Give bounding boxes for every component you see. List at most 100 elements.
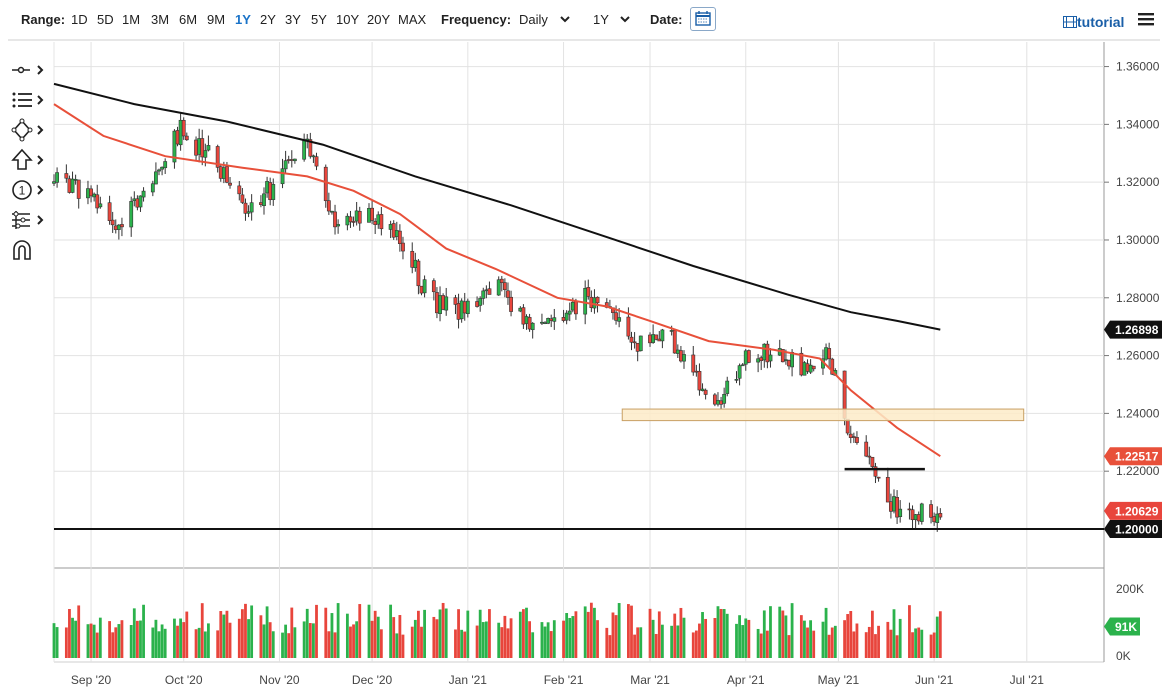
range-5y-button[interactable]: 5Y xyxy=(311,12,327,27)
candle-body xyxy=(373,221,378,225)
volume-bar xyxy=(719,608,723,658)
volume-bar xyxy=(812,630,816,658)
frequency-select[interactable]: Daily xyxy=(519,12,548,27)
range-max-button[interactable]: MAX xyxy=(398,12,427,27)
candle-body xyxy=(811,365,816,370)
volume-bar xyxy=(216,630,220,658)
volume-bar xyxy=(173,618,176,658)
candle-body xyxy=(197,138,202,155)
range-3y-button[interactable]: 3Y xyxy=(285,12,301,27)
candle-body xyxy=(86,188,90,199)
candle-body xyxy=(422,279,427,294)
price-tick-label: 1.24000 xyxy=(1116,406,1160,420)
candle-body xyxy=(935,513,940,523)
tutorial-link[interactable]: tutorial xyxy=(1063,14,1124,30)
volume-bar xyxy=(568,617,572,658)
candle-body xyxy=(824,347,828,360)
range-10y-button[interactable]: 10Y xyxy=(336,12,360,27)
candle-body xyxy=(506,290,510,298)
candle-body xyxy=(141,190,146,198)
candle-body xyxy=(348,216,353,223)
range-2y-button[interactable]: 2Y xyxy=(260,12,276,27)
candle-body xyxy=(799,352,804,376)
candle-body xyxy=(549,318,554,321)
price-badge xyxy=(1104,320,1162,339)
candle-body xyxy=(218,166,223,179)
volume-bar xyxy=(435,619,439,658)
volume-bar xyxy=(920,629,924,658)
compare-tool-icon[interactable] xyxy=(10,208,46,232)
candle-body xyxy=(120,224,124,228)
volume-bar xyxy=(389,604,393,658)
event-marker-tool-icon[interactable]: 1 xyxy=(10,178,46,202)
candle-body xyxy=(215,146,220,168)
candle-body xyxy=(181,119,186,137)
volume-bar xyxy=(679,607,683,658)
candle-body xyxy=(864,441,869,457)
volume-bar xyxy=(108,621,111,658)
support-zone-rectangle[interactable] xyxy=(621,408,1025,422)
chevron-down-icon[interactable] xyxy=(619,14,631,24)
volume-bar xyxy=(142,604,145,658)
candle-body xyxy=(885,477,890,503)
volume-bar xyxy=(194,629,198,658)
crosshair-tool-icon[interactable] xyxy=(10,58,46,82)
volume-bar xyxy=(250,605,254,658)
volume-bar xyxy=(639,627,643,658)
range-5d-button[interactable]: 5D xyxy=(97,12,114,27)
period-select[interactable]: 1Y xyxy=(593,12,609,27)
magnet-tool-icon[interactable] xyxy=(10,238,46,262)
candle-body xyxy=(367,208,371,223)
candle-body xyxy=(929,504,933,518)
price-badges: 1.26898 1.22517 1.20629 1.20000 91K xyxy=(1104,320,1162,636)
volume-bar xyxy=(86,624,90,658)
hamburger-menu-icon[interactable] xyxy=(1138,12,1154,26)
candle-body xyxy=(496,279,501,296)
date-tick-label: Feb '21 xyxy=(544,673,584,687)
range-6m-button[interactable]: 6M xyxy=(179,12,198,27)
candle-body xyxy=(759,357,764,361)
volume-bar xyxy=(284,624,288,658)
volume-bar xyxy=(135,620,139,658)
candle-body xyxy=(67,178,72,193)
volume-bar xyxy=(756,628,760,658)
candle-body xyxy=(150,183,155,193)
range-1y-button[interactable]: 1Y xyxy=(235,12,251,27)
indicators-tool-icon[interactable] xyxy=(10,88,46,112)
candle-body xyxy=(271,184,276,200)
volume-bar xyxy=(824,607,828,658)
range-1d-button[interactable]: 1D xyxy=(71,12,88,27)
candle-body xyxy=(910,509,915,521)
shape-drawing-tool-icon[interactable] xyxy=(10,118,46,142)
candle-body xyxy=(157,169,161,172)
range-1m-button[interactable]: 1M xyxy=(122,12,141,27)
volume-bar xyxy=(308,623,312,658)
range-20y-button[interactable]: 20Y xyxy=(367,12,391,27)
chevron-down-icon[interactable] xyxy=(559,14,571,24)
candle-body xyxy=(444,296,449,311)
candle-body xyxy=(345,215,350,226)
volume-bar xyxy=(911,632,914,658)
date-tick-label: Mar '21 xyxy=(630,673,670,687)
volume-bar xyxy=(200,603,204,658)
date-picker-button[interactable] xyxy=(690,7,716,31)
date-tick-label: Jul '21 xyxy=(1010,673,1045,687)
candle-body xyxy=(827,348,832,360)
volume-bar xyxy=(670,625,674,658)
volume-bar xyxy=(330,613,334,658)
candle-body xyxy=(830,358,835,375)
candle-body xyxy=(740,364,745,367)
candle-body xyxy=(527,317,532,330)
candle-body xyxy=(323,166,328,202)
volume-bar xyxy=(265,606,269,658)
range-3m-button[interactable]: 3M xyxy=(151,12,170,27)
arrow-up-tool-icon[interactable] xyxy=(10,148,46,172)
volume-bar xyxy=(222,614,226,658)
candle-body xyxy=(336,224,341,227)
candlesticks xyxy=(52,112,943,532)
volume-bar xyxy=(74,620,78,658)
range-9m-button[interactable]: 9M xyxy=(207,12,226,27)
candle-body xyxy=(129,201,134,228)
candle-body xyxy=(524,316,529,324)
